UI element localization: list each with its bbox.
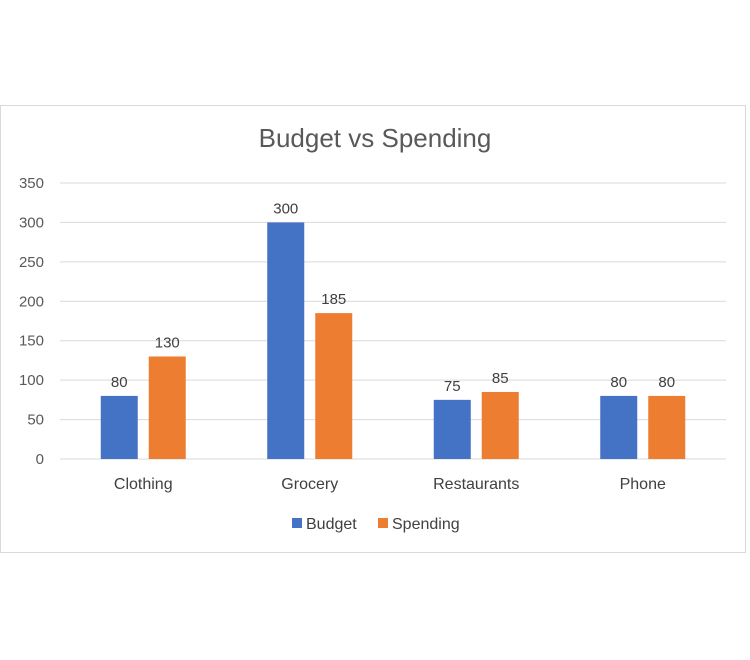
- data-label: 80: [610, 374, 627, 391]
- x-axis-categories: Clothing Grocery Restaurants Phone: [114, 476, 666, 493]
- data-labels: 80 130 300 185 75 85 80 80: [111, 200, 675, 394]
- data-label: 80: [111, 374, 128, 391]
- bar-spending-restaurants: [481, 391, 519, 459]
- x-category-label: Grocery: [281, 476, 338, 493]
- data-label: 85: [492, 370, 509, 387]
- x-category-label: Phone: [620, 476, 666, 493]
- bar-spending-clothing: [148, 356, 186, 459]
- y-tick-label: 150: [19, 333, 44, 350]
- legend: Budget Spending: [292, 516, 460, 533]
- y-tick-label: 50: [27, 412, 44, 429]
- legend-label-spending: Spending: [392, 516, 460, 533]
- y-tick-label: 350: [19, 175, 44, 192]
- bar-budget-clothing: [100, 395, 138, 459]
- bar-budget-restaurants: [433, 399, 471, 459]
- x-category-label: Clothing: [114, 476, 173, 493]
- chart-title: Budget vs Spending: [259, 123, 492, 153]
- legend-label-budget: Budget: [306, 516, 357, 533]
- legend-swatch-spending: [378, 518, 388, 528]
- x-category-label: Restaurants: [433, 476, 519, 493]
- bars: [100, 222, 686, 459]
- y-tick-label: 200: [19, 293, 44, 310]
- y-tick-label: 250: [19, 254, 44, 271]
- data-label: 185: [321, 291, 346, 308]
- data-label: 75: [444, 378, 461, 395]
- y-tick-label: 100: [19, 372, 44, 389]
- bar-spending-phone: [648, 395, 686, 459]
- bar-spending-grocery: [315, 313, 353, 459]
- y-axis-ticks: 0 50 100 150 200 250 300 350: [19, 175, 44, 468]
- bar-budget-grocery: [267, 222, 305, 459]
- y-tick-label: 300: [19, 214, 44, 231]
- y-tick-label: 0: [36, 451, 44, 468]
- bar-budget-phone: [600, 395, 638, 459]
- legend-swatch-budget: [292, 518, 302, 528]
- data-label: 300: [273, 200, 298, 217]
- chart-area: [0, 105, 746, 553]
- data-label: 130: [155, 334, 180, 351]
- data-label: 80: [658, 374, 675, 391]
